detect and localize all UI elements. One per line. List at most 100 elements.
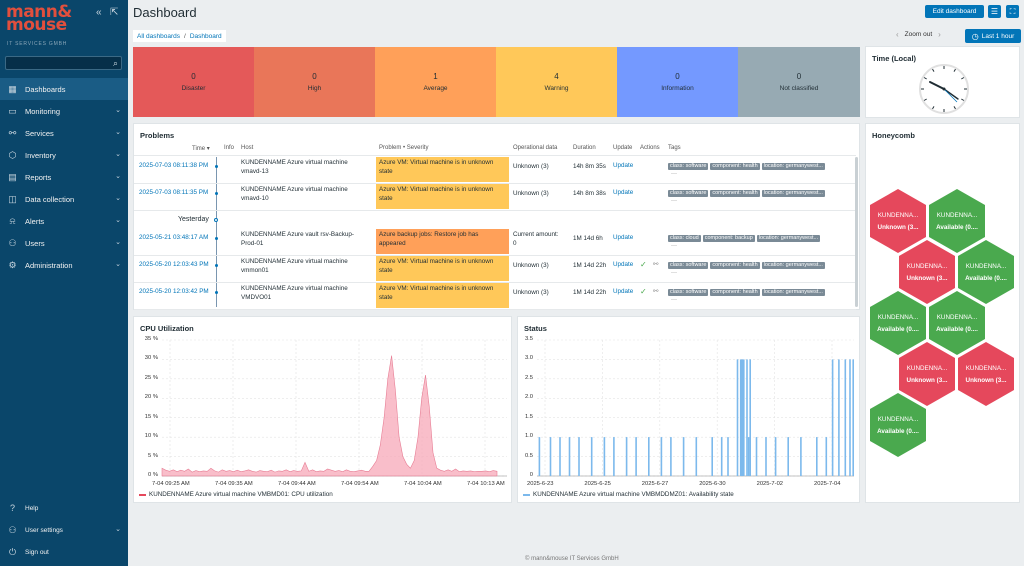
problem-description[interactable]: Azure VM: Virtual machine is in unknown s… [376, 157, 509, 182]
status-bar[interactable] [538, 437, 541, 476]
tag-badge[interactable]: component: health [710, 262, 760, 269]
tag-badge[interactable]: class: software [668, 163, 709, 170]
problem-duration[interactable]: 1M 14d 6h [573, 235, 603, 242]
problem-duration[interactable]: 1M 14d 22h [573, 262, 607, 269]
sidebar-item-user-settings[interactable]: ⚇ User settings ⌄ [0, 519, 128, 541]
problem-description[interactable]: Azure VM: Virtual machine is in unknown s… [376, 184, 509, 209]
severity-average[interactable]: 1 Average [375, 47, 496, 117]
status-bar[interactable] [559, 437, 561, 476]
kiosk-mode-icon[interactable]: ⇱ [110, 7, 119, 18]
status-bar[interactable] [774, 437, 777, 476]
status-bar[interactable] [787, 437, 789, 476]
collapse-sidebar-icon[interactable]: « [96, 7, 102, 18]
cpu-area-series[interactable] [161, 355, 498, 477]
more-tags-button[interactable]: ··· [671, 243, 677, 249]
status-bar[interactable] [849, 359, 851, 476]
problem-update-link[interactable]: Update [613, 234, 634, 241]
status-bar[interactable] [816, 437, 818, 476]
tag-badge[interactable]: component: health [710, 190, 760, 197]
problem-update-link[interactable]: Update [613, 189, 634, 196]
severity-high[interactable]: 0 High [254, 47, 375, 117]
tag-badge[interactable]: component: health [710, 163, 760, 170]
tag-badge[interactable]: location: germanywest... [761, 190, 825, 197]
sidebar-item-reports[interactable]: ▤ Reports ⌄ [0, 166, 128, 188]
status-chart[interactable] [517, 316, 860, 503]
status-bar[interactable] [711, 437, 713, 476]
sidebar-item-administration[interactable]: ⚙ Administration ⌄ [0, 254, 128, 276]
tag-badge[interactable]: location: germanywest... [761, 289, 825, 296]
problem-update-link[interactable]: Update [613, 162, 634, 169]
problem-update-link[interactable]: Update [613, 261, 634, 268]
status-bar[interactable] [695, 437, 698, 476]
fullscreen-icon[interactable]: ⛶ [1006, 5, 1019, 18]
status-bar[interactable] [838, 359, 840, 476]
status-bar[interactable] [635, 437, 637, 476]
problem-update-link[interactable]: Update [613, 288, 634, 295]
status-bar[interactable] [755, 437, 758, 476]
sidebar-item-sign-out[interactable]: ⏻ Sign out [0, 541, 128, 563]
zoom-out-button[interactable]: Zoom out [904, 31, 933, 38]
problem-duration[interactable]: 1M 14d 22h [573, 289, 607, 296]
tag-badge[interactable]: component: backup [702, 235, 755, 242]
problem-time-link[interactable]: 2025-05-20 12:03:43 PM [139, 261, 209, 268]
status-bar[interactable] [852, 359, 854, 476]
time-period-button[interactable]: ◷ Last 1 hour [965, 29, 1021, 43]
sidebar-item-services[interactable]: ⚯ Services ⌄ [0, 122, 128, 144]
problem-duration[interactable]: 14h 8m 35s [573, 163, 606, 170]
sidebar-item-alerts[interactable]: ⍾ Alerts ⌄ [0, 210, 128, 232]
status-bar[interactable] [568, 437, 571, 476]
status-bar[interactable] [549, 437, 552, 476]
status-bar[interactable] [613, 437, 615, 476]
more-tags-button[interactable]: ··· [671, 297, 677, 303]
problem-host[interactable]: KUNDENNAME Azure vault rsv-Backup- [241, 231, 355, 238]
tag-badge[interactable]: class: software [668, 190, 709, 197]
status-bar[interactable] [800, 437, 802, 476]
status-bar[interactable] [670, 437, 672, 476]
status-legend[interactable]: KUNDENNAME Azure virtual machine VMBMDDM… [523, 491, 734, 498]
tag-badge[interactable]: location: germanywest... [761, 262, 825, 269]
acknowledged-check-icon[interactable]: ✓ [640, 287, 647, 296]
status-bar[interactable] [741, 359, 744, 476]
problem-time-link[interactable]: 2025-05-20 12:03:42 PM [139, 288, 209, 295]
status-bar[interactable] [736, 359, 739, 476]
status-bar[interactable] [844, 359, 847, 476]
severity-warning[interactable]: 4 Warning [496, 47, 617, 117]
more-tags-button[interactable]: ··· [671, 171, 677, 177]
problem-host[interactable]: vmavd-10 [241, 195, 269, 202]
status-bar[interactable] [746, 359, 748, 476]
status-bar[interactable] [720, 437, 723, 476]
sidebar-item-users[interactable]: ⚇ Users ⌄ [0, 232, 128, 254]
tag-badge[interactable]: location: germanywest... [756, 235, 821, 242]
more-tags-button[interactable]: ··· [671, 198, 677, 204]
severity-not-classified[interactable]: 0 Not classified [738, 47, 860, 117]
problems-scrollbar[interactable] [855, 157, 858, 307]
time-forward-icon[interactable]: › [938, 30, 941, 39]
status-bar[interactable] [765, 437, 767, 476]
status-bar[interactable] [831, 359, 834, 476]
problem-host[interactable]: KUNDENNAME Azure virtual machine [241, 285, 348, 292]
company-logo[interactable]: mann& mouse [6, 2, 72, 35]
status-bar[interactable] [743, 359, 745, 476]
status-bar[interactable] [739, 359, 742, 476]
tag-badge[interactable]: class: software [668, 262, 709, 269]
tag-badge[interactable]: class: cloud [668, 235, 701, 242]
problem-host[interactable]: vmmon01 [241, 267, 269, 274]
tag-badge[interactable]: component: health [710, 289, 760, 296]
search-icon[interactable]: ⌕ [112, 58, 118, 68]
status-bar[interactable] [578, 437, 580, 476]
sidebar-item-data-collection[interactable]: ◫ Data collection ⌄ [0, 188, 128, 210]
breadcrumb-dashboard[interactable]: Dashboard [189, 32, 222, 40]
problem-host[interactable]: KUNDENNAME Azure virtual machine [241, 159, 348, 166]
severity-information[interactable]: 0 Information [617, 47, 738, 117]
dashboard-list-icon[interactable]: ☰ [988, 5, 1001, 18]
problem-time-link[interactable]: 2025-07-03 08:11:35 PM [139, 189, 209, 196]
status-bar[interactable] [603, 437, 606, 476]
problem-description[interactable]: Azure VM: Virtual machine is in unknown s… [376, 283, 509, 308]
status-bar[interactable] [660, 437, 663, 476]
cpu-legend[interactable]: KUNDENNAME Azure virtual machine VMBMD01… [139, 491, 333, 498]
search-input[interactable]: ⌕ [5, 56, 122, 70]
problem-host[interactable]: KUNDENNAME Azure virtual machine [241, 186, 348, 193]
problem-host[interactable]: vmavd-13 [241, 168, 269, 175]
status-bar[interactable] [682, 437, 685, 476]
status-bar[interactable] [648, 437, 650, 476]
